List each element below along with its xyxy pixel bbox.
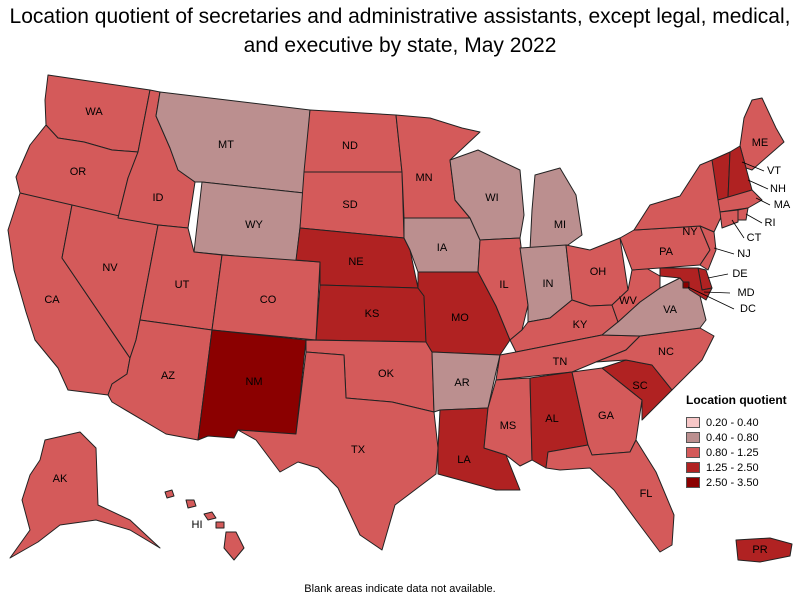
- label-AR: AR: [454, 377, 469, 389]
- map-title: Location quotient of secretaries and adm…: [9, 5, 791, 57]
- label-WI: WI: [485, 192, 498, 204]
- legend: Location quotient 0.20 - 0.40 0.40 - 0.80…: [686, 393, 787, 490]
- label-UT: UT: [175, 279, 190, 291]
- state-NY[interactable]: [633, 159, 723, 233]
- label-DC: DC: [740, 303, 756, 315]
- legend-swatch: [686, 462, 700, 473]
- label-AZ: AZ: [161, 370, 175, 382]
- legend-item: 2.50 - 3.50: [686, 475, 787, 490]
- state-DC[interactable]: [682, 281, 690, 289]
- legend-swatch: [686, 417, 700, 428]
- state-AK[interactable]: [9, 431, 161, 559]
- label-FL: FL: [640, 488, 653, 500]
- label-MA: MA: [774, 199, 791, 211]
- label-ND: ND: [342, 140, 358, 152]
- footnote: Blank areas indicate data not available.: [304, 583, 496, 595]
- state-HI[interactable]: [164, 489, 245, 561]
- label-NM: NM: [245, 376, 262, 388]
- state-ME[interactable]: [739, 97, 785, 171]
- label-SD: SD: [342, 199, 357, 211]
- label-VT: VT: [767, 165, 781, 177]
- state-NC[interactable]: [595, 327, 715, 391]
- label-IA: IA: [437, 242, 448, 254]
- label-SC: SC: [632, 380, 647, 392]
- label-WV: WV: [619, 295, 637, 307]
- leader-NJ: [713, 247, 735, 255]
- leader-CT: [731, 219, 745, 239]
- label-MD: MD: [737, 287, 754, 299]
- legend-item: 0.40 - 0.80: [686, 430, 787, 445]
- state-MI[interactable]: [529, 167, 583, 251]
- state-MA[interactable]: [717, 189, 763, 213]
- label-WY: WY: [245, 219, 263, 231]
- legend-swatch: [686, 432, 700, 443]
- label-NC: NC: [658, 346, 674, 358]
- legend-label: 1.25 - 2.50: [706, 461, 759, 474]
- label-AL: AL: [545, 413, 558, 425]
- label-OR: OR: [70, 166, 87, 178]
- label-DE: DE: [732, 268, 747, 280]
- label-PR: PR: [752, 544, 767, 556]
- state-CT[interactable]: [719, 209, 739, 229]
- legend-item: 1.25 - 2.50: [686, 460, 787, 475]
- legend-item: 0.80 - 1.25: [686, 445, 787, 460]
- label-NE: NE: [348, 256, 363, 268]
- label-MN: MN: [415, 172, 432, 184]
- label-CT: CT: [747, 232, 762, 244]
- legend-label: 0.40 - 0.80: [706, 431, 759, 444]
- state-labels: WA OR CA NV ID MT WY UT AZ CO NM ND SD N…: [44, 106, 791, 556]
- leader-DC: [687, 286, 735, 310]
- leader-MA: [755, 197, 771, 206]
- state-TX[interactable]: [237, 351, 439, 551]
- label-ME: ME: [752, 137, 769, 149]
- label-IN: IN: [543, 278, 554, 290]
- label-LA: LA: [457, 454, 471, 466]
- leader-DE: [707, 273, 729, 279]
- state-PR[interactable]: [735, 537, 793, 563]
- label-KY: KY: [573, 319, 588, 331]
- legend-label: 2.50 - 3.50: [706, 476, 759, 489]
- leader-VT: [741, 161, 765, 172]
- legend-item: 0.20 - 0.40: [686, 415, 787, 430]
- label-NJ: NJ: [737, 248, 750, 260]
- legend-swatch: [686, 447, 700, 458]
- label-GA: GA: [598, 410, 615, 422]
- label-PA: PA: [659, 246, 674, 258]
- label-HI: HI: [192, 519, 203, 531]
- label-IL: IL: [499, 279, 508, 291]
- leader-RI: [745, 213, 763, 224]
- legend-swatch: [686, 477, 700, 488]
- label-MS: MS: [500, 420, 517, 432]
- label-NH: NH: [770, 183, 786, 195]
- legend-label: 0.20 - 0.40: [706, 416, 759, 429]
- leader-NH: [747, 179, 769, 190]
- legend-label: 0.80 - 1.25: [706, 446, 759, 459]
- label-TX: TX: [351, 444, 366, 456]
- leader-MD: [703, 291, 731, 294]
- label-OH: OH: [590, 266, 607, 278]
- label-CA: CA: [44, 294, 60, 306]
- label-MT: MT: [218, 139, 234, 151]
- label-TN: TN: [553, 356, 568, 368]
- label-NV: NV: [102, 262, 118, 274]
- state-NJ[interactable]: [699, 225, 717, 271]
- label-ID: ID: [153, 192, 164, 204]
- label-OK: OK: [378, 368, 395, 380]
- state-NM[interactable]: [197, 329, 307, 441]
- label-CO: CO: [260, 294, 277, 306]
- legend-title: Location quotient: [686, 393, 787, 407]
- label-RI: RI: [765, 217, 776, 229]
- state-FL[interactable]: [545, 439, 675, 553]
- label-MI: MI: [554, 219, 566, 231]
- label-AK: AK: [53, 473, 68, 485]
- label-VA: VA: [663, 304, 678, 316]
- label-NY: NY: [682, 226, 698, 238]
- label-MO: MO: [451, 312, 469, 324]
- label-WA: WA: [85, 106, 103, 118]
- state-NH[interactable]: [727, 145, 753, 199]
- label-KS: KS: [365, 308, 380, 320]
